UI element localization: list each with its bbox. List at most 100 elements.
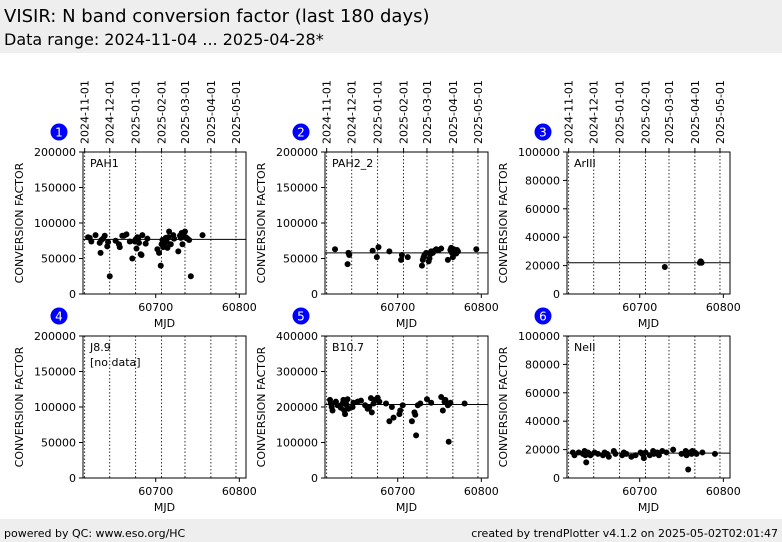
data-point [167,241,174,248]
y-tick-label: 100000 [518,146,560,159]
data-point [444,256,451,263]
filter-label: B10.7 [332,341,364,354]
data-point [583,459,590,466]
panel-marker [292,123,310,141]
data-point [329,407,336,414]
data-point [711,450,718,457]
date-tick-label: 2024-11-01 [79,80,92,144]
data-point [397,407,404,414]
y-tick-label: 100000 [518,330,560,343]
x-axis-label: MJD [638,317,659,330]
panel-number: 6 [539,310,547,324]
data-point [101,232,108,239]
date-tick-label: 2025-05-01 [472,80,485,144]
data-point [661,264,668,271]
report-footer: powered by QC: www.eso.org/HC created by… [0,519,782,542]
x-tick-label: 60700 [622,301,657,314]
panel-number: 5 [297,310,305,324]
data-point [165,234,172,241]
filter-label: ArIII [574,157,596,170]
panel-2: 2024-11-01 2024-12-01 2025-01-01 2025-02-01… [255,80,499,330]
y-axis-label: CONVERSION FACTOR [13,346,26,467]
data-point [423,396,430,403]
data-point [670,446,677,453]
data-point [594,450,601,457]
data-point [357,397,364,404]
data-point [612,450,619,457]
data-point [368,409,375,416]
y-tick-label: 100000 [34,217,76,230]
y-tick-label: 100000 [34,401,76,414]
date-tick-label: 2025-04-01 [447,80,460,144]
x-tick-label: 60800 [706,485,741,498]
date-tick-label: 2025-01-01 [130,80,143,144]
y-tick-label: 0 [311,472,318,485]
data-point [123,231,130,238]
date-tick-label: 2024-11-01 [321,80,334,144]
panel-marker [534,123,552,141]
date-tick-label: 2025-02-01 [640,80,653,144]
data-point [133,245,140,252]
date-tick-label: 2025-05-01 [230,80,243,144]
data-point [171,235,178,242]
y-tick-label: 0 [553,288,560,301]
data-range-subtitle: Data range: 2024-11-04 ... 2025-04-28* [4,30,324,49]
y-axis-label: CONVERSION FACTOR [255,162,268,283]
y-tick-label: 60000 [525,203,560,216]
data-point [442,396,449,403]
data-point [640,455,647,462]
y-tick-label: 20000 [525,444,560,457]
panel-number: 4 [55,310,63,324]
data-point [418,262,425,269]
data-point [413,432,420,439]
data-point [390,414,397,421]
x-tick-label: 60700 [138,301,173,314]
data-point [156,249,163,256]
no-data-note: [no data] [90,356,141,369]
y-axis-label: CONVERSION FACTOR [255,346,268,467]
y-tick-label: 150000 [34,182,76,195]
date-tick-label: 2025-01-01 [614,80,627,144]
panel-marker [50,307,68,325]
x-tick-label: 60700 [380,301,415,314]
data-point [386,248,393,255]
data-point [685,466,692,473]
y-tick-label: 40000 [525,415,560,428]
y-tick-label: 50000 [41,437,76,450]
data-point [417,400,424,407]
data-point [438,245,445,252]
data-point [186,237,193,244]
data-point [632,452,639,459]
y-tick-label: 80000 [525,358,560,371]
filter-label: PAH1 [90,157,119,170]
data-point [473,246,480,253]
y-tick-label: 150000 [34,366,76,379]
data-point [375,244,382,251]
data-point [181,228,188,235]
data-point [398,251,405,258]
data-point [428,399,435,406]
y-tick-label: 0 [553,472,560,485]
panel-marker [292,307,310,325]
data-point [399,402,406,409]
x-tick-label: 60800 [222,301,257,314]
date-tick-label: 2024-12-01 [104,80,117,144]
filter-label: NeII [574,341,595,354]
filter-label: PAH2_2 [332,157,373,170]
y-tick-label: 150000 [276,182,318,195]
y-axis-label: CONVERSION FACTOR [13,162,26,283]
date-tick-label: 2025-04-01 [205,80,218,144]
data-point [105,239,112,246]
plot-area [324,151,489,295]
y-tick-label: 50000 [283,253,318,266]
data-point [88,238,95,245]
footer-created-by: created by trendPlotter v4.1.2 on 2025-0… [471,527,778,540]
x-axis-label: MJD [154,317,175,330]
date-tick-label: 2025-03-01 [179,80,192,144]
y-tick-label: 0 [311,288,318,301]
y-tick-label: 50000 [41,253,76,266]
data-point [138,251,145,258]
footer-powered-by: powered by QC: www.eso.org/HC [4,527,186,540]
data-point [412,411,419,418]
x-tick-label: 60800 [222,485,257,498]
